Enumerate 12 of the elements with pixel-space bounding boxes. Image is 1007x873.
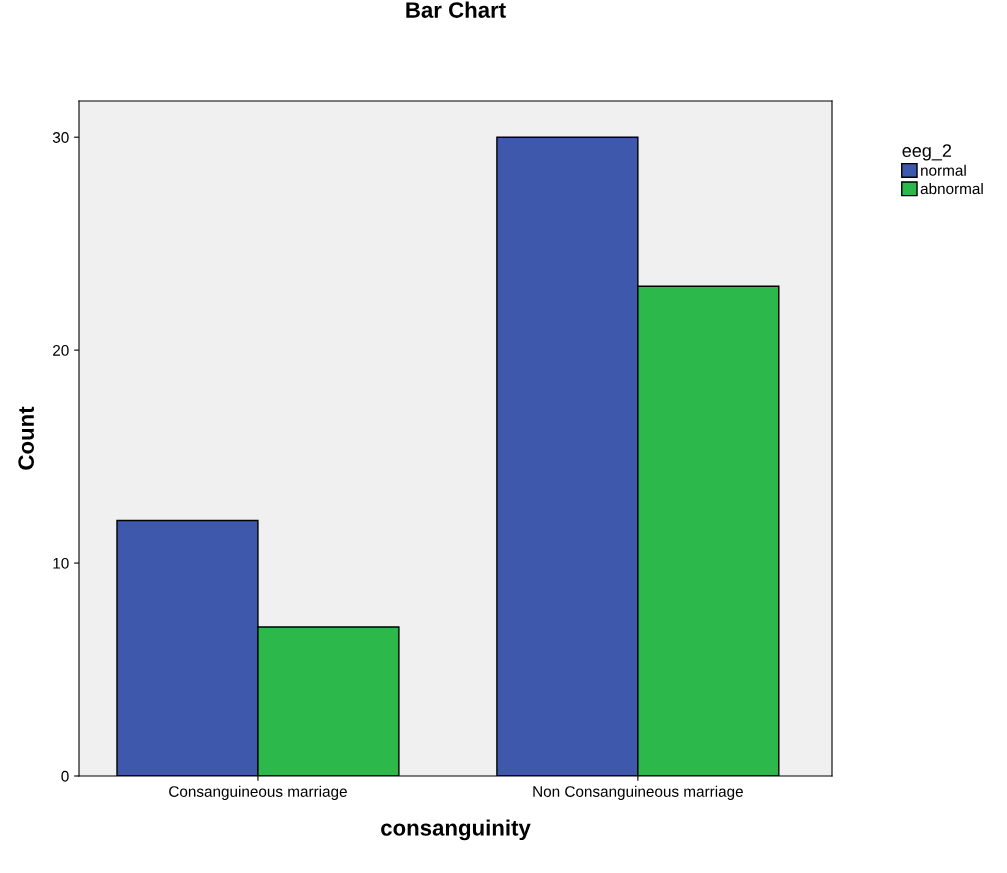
y-tick-label: 20 — [53, 345, 69, 356]
y-tick-label: 0 — [61, 770, 69, 782]
chart-title: Bar Chart — [406, 1, 506, 18]
x-axis-title: consanguinity — [381, 819, 531, 841]
legend-label: abnormal — [920, 182, 983, 195]
legend-title: eeg_2 — [902, 144, 952, 161]
x-tick-label: Non Consanguineous marriage — [533, 785, 743, 800]
y-axis-title: Count — [18, 406, 34, 470]
legend-label: normal — [921, 164, 966, 176]
y-tick-label: 30 — [52, 132, 69, 143]
x-tick-label: Consanguineous marriage — [169, 785, 347, 800]
y-tick-label: 10 — [53, 557, 69, 569]
